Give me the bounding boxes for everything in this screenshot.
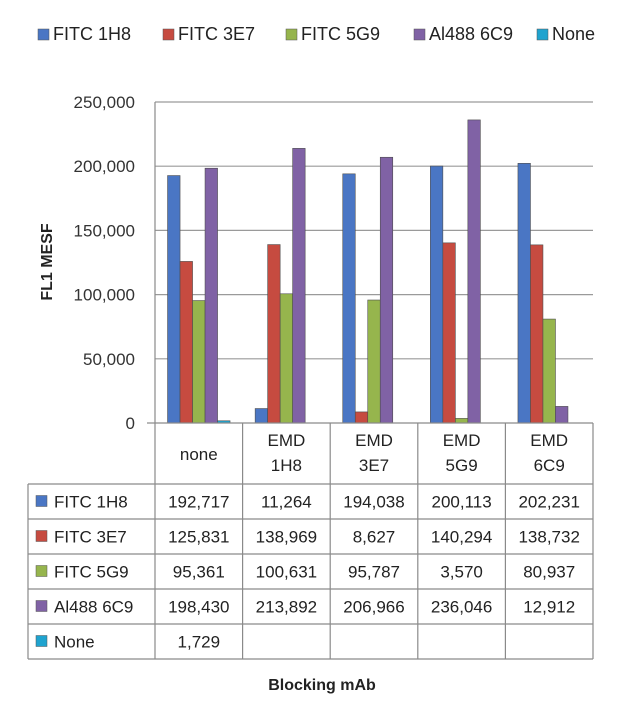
bar	[379, 156, 394, 424]
bar	[167, 175, 181, 424]
bar	[442, 242, 456, 424]
category-label: 5G9	[446, 456, 478, 475]
category-label: 3E7	[359, 456, 389, 475]
data-label: 12,912	[523, 598, 575, 617]
data-label: 8,627	[353, 528, 396, 547]
legend-label: FITC 5G9	[301, 24, 380, 44]
category-label: 1H8	[271, 456, 302, 475]
bar	[430, 165, 444, 424]
row-label: FITC 1H8	[54, 493, 128, 512]
row-label: FITC 3E7	[54, 528, 127, 547]
data-label: 202,231	[518, 493, 579, 512]
legend-swatch	[162, 28, 175, 41]
legend-swatch	[285, 28, 298, 41]
legend: FITC 1H8 FITC 3E7 FITC 5G9 Al488 6C9 None	[37, 24, 595, 44]
bar	[367, 299, 381, 424]
data-label: 138,732	[518, 528, 579, 547]
row-swatch	[35, 495, 48, 507]
row-label: FITC 5G9	[54, 563, 129, 582]
y-tick-labels: 0 50,000 100,000 150,000 200,000 250,000	[74, 93, 135, 433]
row-swatch	[35, 565, 48, 577]
row-label: Al488 6C9	[54, 598, 133, 617]
legend-label: Al488 6C9	[429, 24, 513, 44]
row-swatch	[35, 635, 48, 647]
data-label: 1,729	[178, 633, 221, 652]
data-label: 3,570	[440, 563, 483, 582]
y-tick-label: 50,000	[83, 350, 135, 369]
category-label: none	[180, 445, 218, 464]
data-label: 100,631	[256, 563, 317, 582]
y-tick-label: 200,000	[74, 157, 135, 176]
bar	[517, 163, 531, 424]
bar	[354, 411, 369, 424]
bar	[467, 119, 481, 424]
category-label: EMD	[355, 431, 393, 450]
bar	[254, 408, 268, 424]
bar	[267, 244, 281, 424]
bar	[542, 318, 556, 424]
bar	[179, 261, 193, 424]
legend-label: FITC 3E7	[178, 24, 255, 44]
bar	[455, 418, 469, 424]
data-table: none EMD 1H8 EMD 3E7 EMD 5G9 EMD 6C9 FITC 1H8 192,…	[27, 102, 594, 660]
row-label: None	[54, 633, 95, 652]
y-tick-label: 0	[126, 414, 135, 433]
row-swatch	[35, 530, 48, 542]
legend-swatch	[536, 28, 549, 41]
category-label: EMD	[268, 431, 306, 450]
y-tick-label: 150,000	[74, 221, 135, 240]
data-label: 200,113	[431, 493, 491, 512]
legend-label: None	[552, 24, 595, 44]
x-axis-title: Blocking mAb	[268, 677, 376, 694]
data-label: 80,937	[523, 563, 575, 582]
data-label: 125,831	[168, 528, 229, 547]
bar	[192, 300, 206, 424]
data-label: 138,969	[256, 528, 317, 547]
bars	[167, 119, 569, 424]
legend-swatch	[413, 28, 426, 41]
bar	[204, 167, 218, 424]
row-swatch	[35, 600, 48, 612]
y-tick-label: 100,000	[74, 286, 135, 305]
bar	[530, 244, 544, 424]
category-label: 6C9	[534, 456, 565, 475]
data-label: 206,966	[343, 598, 404, 617]
bar	[292, 148, 306, 424]
category-label: EMD	[443, 431, 481, 450]
data-label: 95,787	[348, 563, 400, 582]
data-label: 213,892	[256, 598, 317, 617]
y-axis-title: FL1 MESF	[39, 223, 56, 301]
data-label: 194,038	[343, 493, 404, 512]
legend-label: FITC 1H8	[53, 24, 131, 44]
data-label: 192,717	[168, 493, 229, 512]
data-label: 95,361	[173, 563, 225, 582]
data-label: 11,264	[261, 493, 312, 512]
legend-swatch	[37, 28, 50, 41]
data-label: 140,294	[431, 528, 492, 547]
data-label: 236,046	[431, 598, 492, 617]
category-label: EMD	[530, 431, 568, 450]
bar	[555, 406, 569, 424]
bar	[279, 293, 293, 424]
bar	[342, 173, 356, 424]
data-label: 198,430	[168, 598, 229, 617]
y-tick-label: 250,000	[74, 93, 135, 112]
